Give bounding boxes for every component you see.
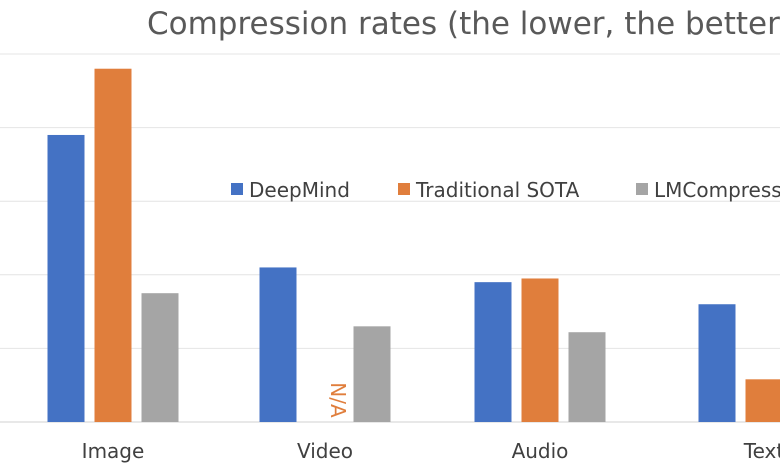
legend-label: Traditional SOTA (415, 178, 580, 202)
legend-swatch (231, 183, 243, 195)
bar-lmcompress-image (141, 293, 179, 422)
bar-missing-label: N/A (326, 382, 350, 418)
bar-lmcompress-video (353, 326, 391, 422)
bar-lmcompress-audio (568, 332, 606, 422)
legend-swatch (636, 183, 648, 195)
bar-traditional-sota-image (94, 68, 132, 422)
bar-traditional-sota-audio (521, 278, 559, 422)
bar-traditional-sota-text (745, 379, 780, 422)
legend-item-lmcompress: LMCompress (636, 178, 780, 202)
bar-deepmind-image (47, 134, 85, 422)
chart-title: Compression rates (the lower, the better… (147, 6, 780, 42)
legend-label: LMCompress (654, 178, 780, 202)
category-label: Image (82, 439, 145, 463)
legend-swatch (398, 183, 410, 195)
bar-deepmind-video (259, 267, 297, 422)
legend-item-deepmind: DeepMind (231, 178, 350, 202)
category-label: Video (297, 439, 353, 463)
legend-item-traditional-sota: Traditional SOTA (398, 178, 580, 202)
bar-deepmind-audio (474, 282, 512, 422)
category-label: Audio (512, 439, 569, 463)
legend-label: DeepMind (249, 178, 350, 202)
bar-deepmind-text (698, 304, 736, 422)
category-label: Text (743, 439, 780, 463)
